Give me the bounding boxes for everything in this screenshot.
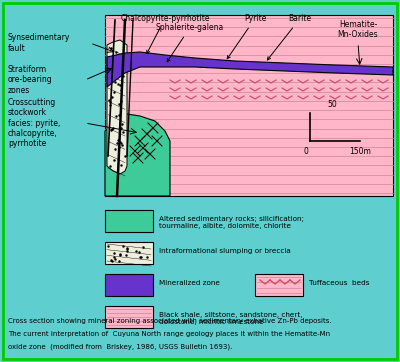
Text: oxide zone  (modified from  Briskey, 1986, USGS Bulletin 1693).: oxide zone (modified from Briskey, 1986,… xyxy=(8,344,232,350)
Polygon shape xyxy=(105,114,170,196)
Bar xyxy=(105,274,153,296)
Text: Barite: Barite xyxy=(267,14,312,60)
Bar xyxy=(105,15,393,196)
Text: Pyrite: Pyrite xyxy=(227,14,266,59)
Bar xyxy=(105,210,153,232)
Text: Sphalerite-galena: Sphalerite-galena xyxy=(156,23,224,62)
Text: Altered sedimentary rocks; silicification;
tourmaline, albite, dolomite, chlorit: Altered sedimentary rocks; silicificatio… xyxy=(159,216,304,229)
Text: Hematite-
Mn-Oxides: Hematite- Mn-Oxides xyxy=(338,20,378,39)
Bar xyxy=(255,274,303,296)
Text: 0: 0 xyxy=(304,147,308,156)
Text: Intraformational slumping or breccia: Intraformational slumping or breccia xyxy=(159,248,291,254)
Text: The current interpretation of  Cuyuna North range geology places it within the H: The current interpretation of Cuyuna Nor… xyxy=(8,331,330,337)
Bar xyxy=(105,242,153,264)
Text: Chalcopyrite-pyrrhotite: Chalcopyrite-pyrrhotite xyxy=(120,14,210,54)
Text: Synsedimentary
fault: Synsedimentary fault xyxy=(8,33,70,53)
Text: Black shale, siltstone, sandstone, chert,
dolostone, micritic limestone: Black shale, siltstone, sandstone, chert… xyxy=(159,312,302,325)
Bar xyxy=(105,306,153,328)
Polygon shape xyxy=(107,52,393,87)
Text: Stratiform
ore-bearing
zones: Stratiform ore-bearing zones xyxy=(8,65,53,95)
Text: 50: 50 xyxy=(327,100,337,109)
Text: Mineralized zone: Mineralized zone xyxy=(159,280,220,286)
Text: Crosscutting
stockwork
facies: pyrite,
chalcopyrite,
pyrrhotite: Crosscutting stockwork facies: pyrite, c… xyxy=(8,98,60,148)
Text: Tuffaceous  beds: Tuffaceous beds xyxy=(309,280,370,286)
Text: Cross section showing mineral zoning associated with sedimentary exhative Zn-Pb : Cross section showing mineral zoning ass… xyxy=(8,318,332,324)
Text: 150m: 150m xyxy=(349,147,371,156)
Polygon shape xyxy=(107,40,127,174)
